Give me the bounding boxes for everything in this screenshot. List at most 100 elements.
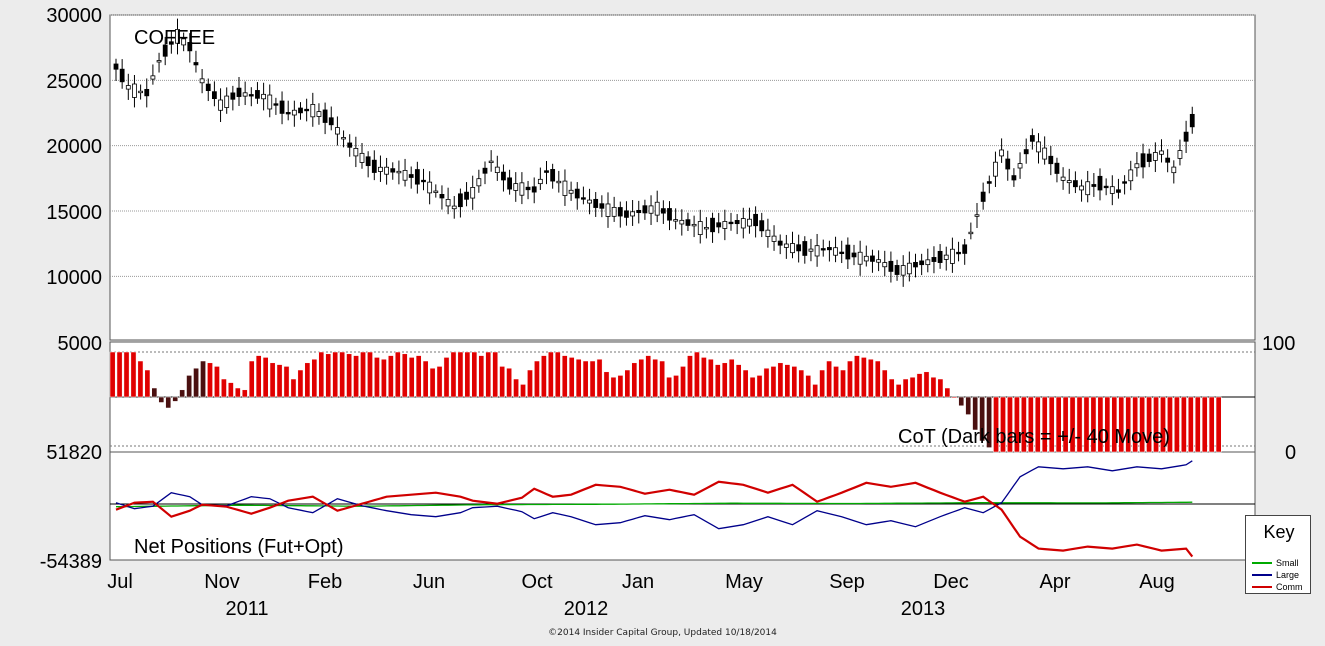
cot-bar	[248, 360, 255, 398]
cot-bar	[1125, 396, 1132, 453]
footer-credit: ©2014 Insider Capital Group, Updated 10/…	[548, 628, 777, 638]
price-candle-body	[464, 191, 469, 200]
price-candle-body	[820, 248, 826, 251]
cot-bar	[721, 362, 728, 398]
cot-bar	[854, 355, 860, 398]
cot-bar	[429, 367, 436, 398]
price-candle-body	[261, 93, 267, 100]
cot-bar	[471, 351, 478, 398]
cot-bar	[130, 351, 137, 398]
cot-bar	[137, 360, 144, 398]
cot-bar	[1146, 396, 1152, 453]
net-panel-title: Net Positions (Fut+Opt)	[134, 536, 344, 558]
cot-bar	[833, 366, 839, 398]
price-candle-body	[839, 251, 845, 255]
y-tick-label: 10000	[46, 267, 102, 289]
cot-bar	[784, 364, 791, 398]
price-candle-body	[113, 63, 119, 70]
price-candle-body	[925, 259, 931, 266]
price-panel-title: COFFEE	[134, 27, 215, 49]
price-candle-body	[993, 161, 998, 177]
price-candle-body	[328, 117, 334, 126]
legend-item-comm: Comm	[1252, 581, 1303, 593]
cot-bar	[165, 396, 172, 409]
cot-bar	[1021, 396, 1027, 453]
price-candle-body	[150, 75, 156, 80]
price-candle-body	[1036, 141, 1041, 153]
cot-bar	[172, 396, 179, 402]
cot-bar	[1215, 396, 1222, 453]
price-candle-body	[457, 193, 463, 208]
cot-bar	[513, 378, 519, 398]
cot-bar	[652, 358, 659, 398]
price-candle-body	[1152, 152, 1158, 161]
price-candle-body	[777, 240, 783, 246]
price-candle-body	[402, 170, 408, 181]
x-month-label: Aug	[1139, 571, 1175, 593]
price-candle-body	[827, 247, 832, 251]
price-candle-body	[808, 248, 814, 252]
cot-bar	[318, 351, 325, 398]
cot-bar	[1208, 396, 1215, 453]
net-line-comm	[115, 480, 1194, 558]
cot-bar	[1181, 396, 1187, 453]
price-candle-body	[1134, 163, 1140, 169]
price-candle-body	[630, 211, 635, 217]
price-candle-body	[833, 247, 838, 256]
price-candle-body	[482, 167, 488, 174]
cot-bar	[499, 366, 506, 398]
cot-bars	[109, 351, 1222, 453]
cot-bar	[492, 351, 499, 398]
price-candle-body	[341, 137, 346, 140]
x-month-label: Jun	[413, 571, 445, 593]
price-candle-body	[648, 205, 654, 214]
cot-bar	[401, 353, 408, 398]
cot-bar	[561, 355, 568, 398]
cot-bar	[937, 378, 944, 398]
legend-swatch	[1252, 586, 1272, 588]
price-candle-body	[544, 170, 549, 173]
cot-bar	[443, 357, 450, 398]
cot-bar	[109, 351, 116, 398]
cot-bar	[1090, 396, 1097, 453]
price-candle-body	[1165, 157, 1171, 163]
cot-bar	[1174, 396, 1180, 453]
cot-bar	[367, 351, 373, 398]
price-candle-body	[931, 257, 937, 262]
cot-bar	[1000, 396, 1006, 453]
price-candle-body	[1005, 158, 1011, 170]
cot-bar	[1014, 396, 1020, 453]
price-candle-body	[255, 90, 260, 99]
price-candle-body	[1091, 184, 1097, 187]
cot-bar	[290, 378, 297, 398]
price-candle-body	[1103, 185, 1109, 189]
cot-bar	[193, 367, 199, 398]
price-candle-body	[396, 170, 402, 174]
cot-bar	[450, 351, 457, 398]
cot-bar	[568, 357, 575, 398]
price-candle-body	[513, 183, 519, 191]
price-candle-body	[1085, 181, 1091, 196]
price-candle-body	[691, 223, 697, 227]
price-candle-body	[501, 171, 506, 181]
price-candle-body	[845, 244, 851, 260]
cot-bar	[527, 369, 533, 398]
cot-bar	[701, 357, 707, 398]
price-candle-body	[279, 100, 285, 114]
y-tick-label: 5000	[58, 333, 103, 355]
legend-label: Comm	[1276, 582, 1303, 592]
cot-bar	[742, 369, 749, 398]
cot-bar	[1153, 396, 1159, 453]
x-month-label: Nov	[204, 571, 240, 593]
price-candle-body	[334, 127, 340, 135]
price-candle-body	[187, 42, 193, 52]
price-candle-body	[162, 44, 168, 57]
cot-bar	[659, 360, 665, 398]
price-candle-body	[1116, 189, 1121, 193]
cot-bar	[680, 366, 686, 398]
price-candle-body	[581, 197, 586, 200]
price-candle-body	[624, 210, 629, 218]
price-candle-body	[236, 87, 242, 97]
price-candle-body	[378, 166, 383, 172]
price-candle-body	[1146, 153, 1152, 162]
